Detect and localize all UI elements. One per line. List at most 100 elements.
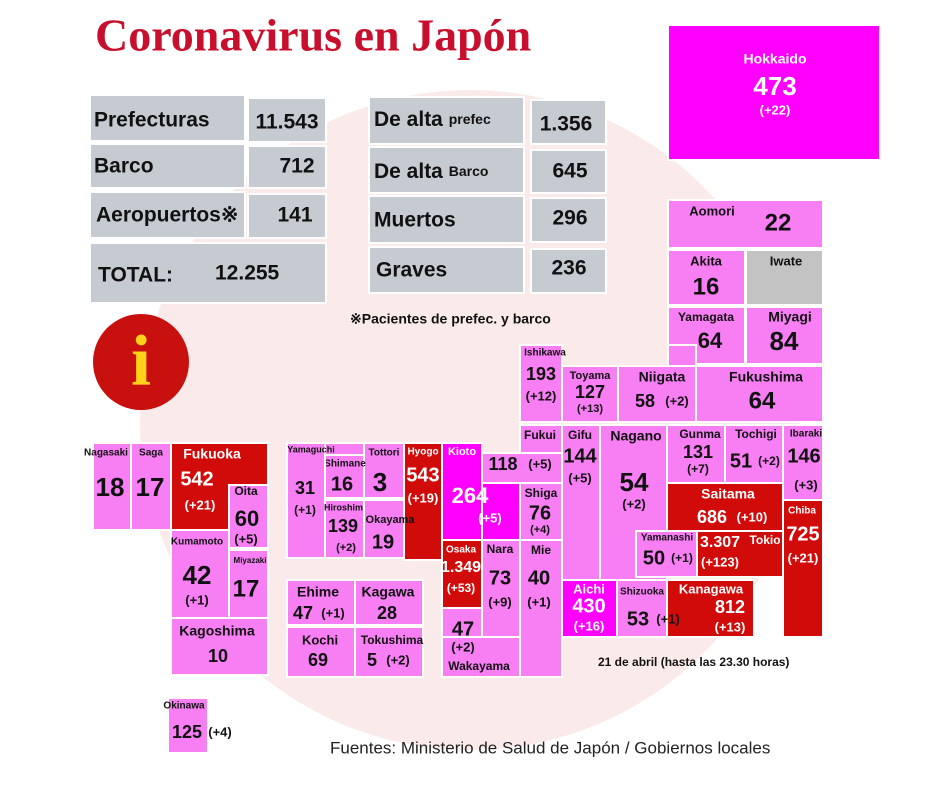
prefecture-tile	[561, 424, 601, 581]
prefecture-value: 28	[377, 603, 397, 623]
prefecture-change: (+2)	[336, 542, 356, 554]
prefecture-name: Aichi	[573, 581, 605, 596]
stat-value: 296	[552, 207, 587, 230]
prefecture-tile	[561, 579, 618, 638]
prefecture-name: Okayama	[366, 514, 416, 526]
prefecture-name: Ehime	[297, 584, 339, 600]
note: ※Pacientes de prefec. y barco	[350, 311, 551, 327]
prefecture-change: (+13)	[715, 619, 746, 634]
prefecture-tile	[286, 626, 356, 678]
stat-label: Aeropuertos※	[96, 204, 238, 227]
prefecture-tile	[170, 617, 269, 676]
prefecture-change: (+123)	[701, 554, 739, 569]
prefecture-name: Miyazaki	[234, 556, 267, 565]
prefecture-value: 69	[308, 650, 328, 670]
prefecture-change: (+1)	[185, 592, 208, 607]
prefecture-change: (+2)	[622, 496, 645, 511]
prefecture-change: (+3)	[794, 477, 817, 492]
prefecture-tile	[745, 306, 824, 365]
prefecture-value: 139	[328, 516, 358, 536]
prefecture-change: (+2)	[758, 454, 780, 468]
stat-box	[247, 145, 327, 189]
prefecture-change: (+5)	[478, 510, 501, 525]
prefecture-name: Kagoshima	[179, 623, 255, 639]
prefecture-name: Miyagi	[768, 309, 812, 325]
stat-box	[89, 94, 246, 142]
stat-label: De alta Barco	[374, 160, 488, 183]
prefecture-value: 473	[753, 71, 796, 101]
prefecture-tile	[167, 697, 209, 754]
prefecture-value: 430	[572, 595, 605, 617]
prefecture-value: 51	[730, 450, 752, 472]
prefecture-tile	[324, 454, 365, 499]
prefecture-value: 16	[693, 273, 720, 300]
stat-box	[89, 242, 327, 304]
title: Coronavirus en Japón	[95, 10, 531, 61]
stat-box	[368, 96, 525, 145]
prefecture-name: Shizuoka	[620, 587, 664, 598]
stat-label: De alta prefec	[374, 108, 491, 131]
stat-value: 11.543	[255, 111, 318, 134]
prefecture-name: Shimane	[324, 459, 366, 470]
prefecture-name: Hiroshima	[324, 502, 369, 512]
prefecture-change: (+53)	[447, 581, 475, 595]
prefecture-tile	[481, 539, 521, 638]
prefecture-name: Akita	[690, 253, 723, 268]
prefecture-name: Toyama	[570, 370, 612, 382]
prefecture-value: 1.349	[441, 559, 481, 576]
stat-box	[368, 195, 525, 244]
prefecture-tile	[363, 499, 405, 559]
prefecture-name: Hyogo	[407, 447, 438, 458]
prefecture-change: (+2)	[451, 639, 474, 654]
prefecture-name: Nagano	[610, 428, 661, 444]
prefecture-name: Ishikawa	[524, 348, 566, 359]
stat-box	[89, 143, 246, 189]
prefecture-change: (+21)	[788, 550, 819, 565]
prefecture-change: (+1)	[294, 503, 316, 517]
prefecture-value: 73	[489, 567, 511, 589]
total-value: 12.255	[215, 262, 280, 285]
prefecture-value: 131	[683, 442, 713, 462]
prefecture-tile	[286, 579, 356, 626]
prefecture-tile	[519, 344, 563, 423]
prefecture-tile	[635, 530, 698, 578]
stat-box	[89, 191, 246, 239]
prefecture-value: 812	[715, 597, 745, 617]
prefecture-tile	[228, 484, 269, 549]
stat-box	[530, 149, 607, 194]
prefecture-value: 58	[635, 391, 655, 411]
prefecture-name: Yamanashi	[641, 533, 693, 544]
prefecture-name: Gunma	[679, 427, 721, 441]
stat-box	[530, 248, 607, 294]
prefecture-change: (+5)	[568, 470, 591, 485]
prefecture-tile	[354, 579, 424, 626]
prefecture-tile	[617, 365, 697, 423]
prefecture-name: Kanagawa	[679, 581, 744, 596]
stat-value: 712	[279, 155, 314, 178]
prefecture-tile	[481, 482, 521, 541]
prefecture-name: Iwate	[770, 253, 803, 268]
stat-label: Muertos	[374, 209, 456, 232]
stat-label: Barco	[94, 155, 154, 178]
prefecture-tile	[92, 442, 132, 531]
stat-value: 236	[551, 257, 586, 280]
prefecture-value: 22	[765, 209, 792, 236]
prefecture-name: Hokkaido	[743, 51, 806, 67]
prefecture-tile	[519, 482, 563, 541]
prefecture-name: Osaka	[446, 545, 476, 556]
stat-label: Prefecturas	[94, 109, 210, 132]
prefecture-change: (+5)	[234, 531, 257, 546]
prefecture-change: (+12)	[526, 388, 557, 403]
prefecture-value: 686	[697, 507, 727, 527]
prefecture-name: Yamaguchi	[287, 444, 335, 454]
stat-sublabel: prefec	[449, 111, 491, 127]
prefecture-tile	[561, 365, 619, 423]
prefecture-value: 16	[331, 473, 353, 495]
prefecture-change: (+9)	[488, 594, 511, 609]
prefecture-value: 47	[452, 618, 474, 640]
prefecture-name: Tokio	[749, 533, 780, 547]
prefecture-name: Ibaraki	[790, 429, 822, 440]
prefecture-name: Chiba	[788, 506, 816, 517]
prefecture-value: 40	[528, 567, 550, 589]
